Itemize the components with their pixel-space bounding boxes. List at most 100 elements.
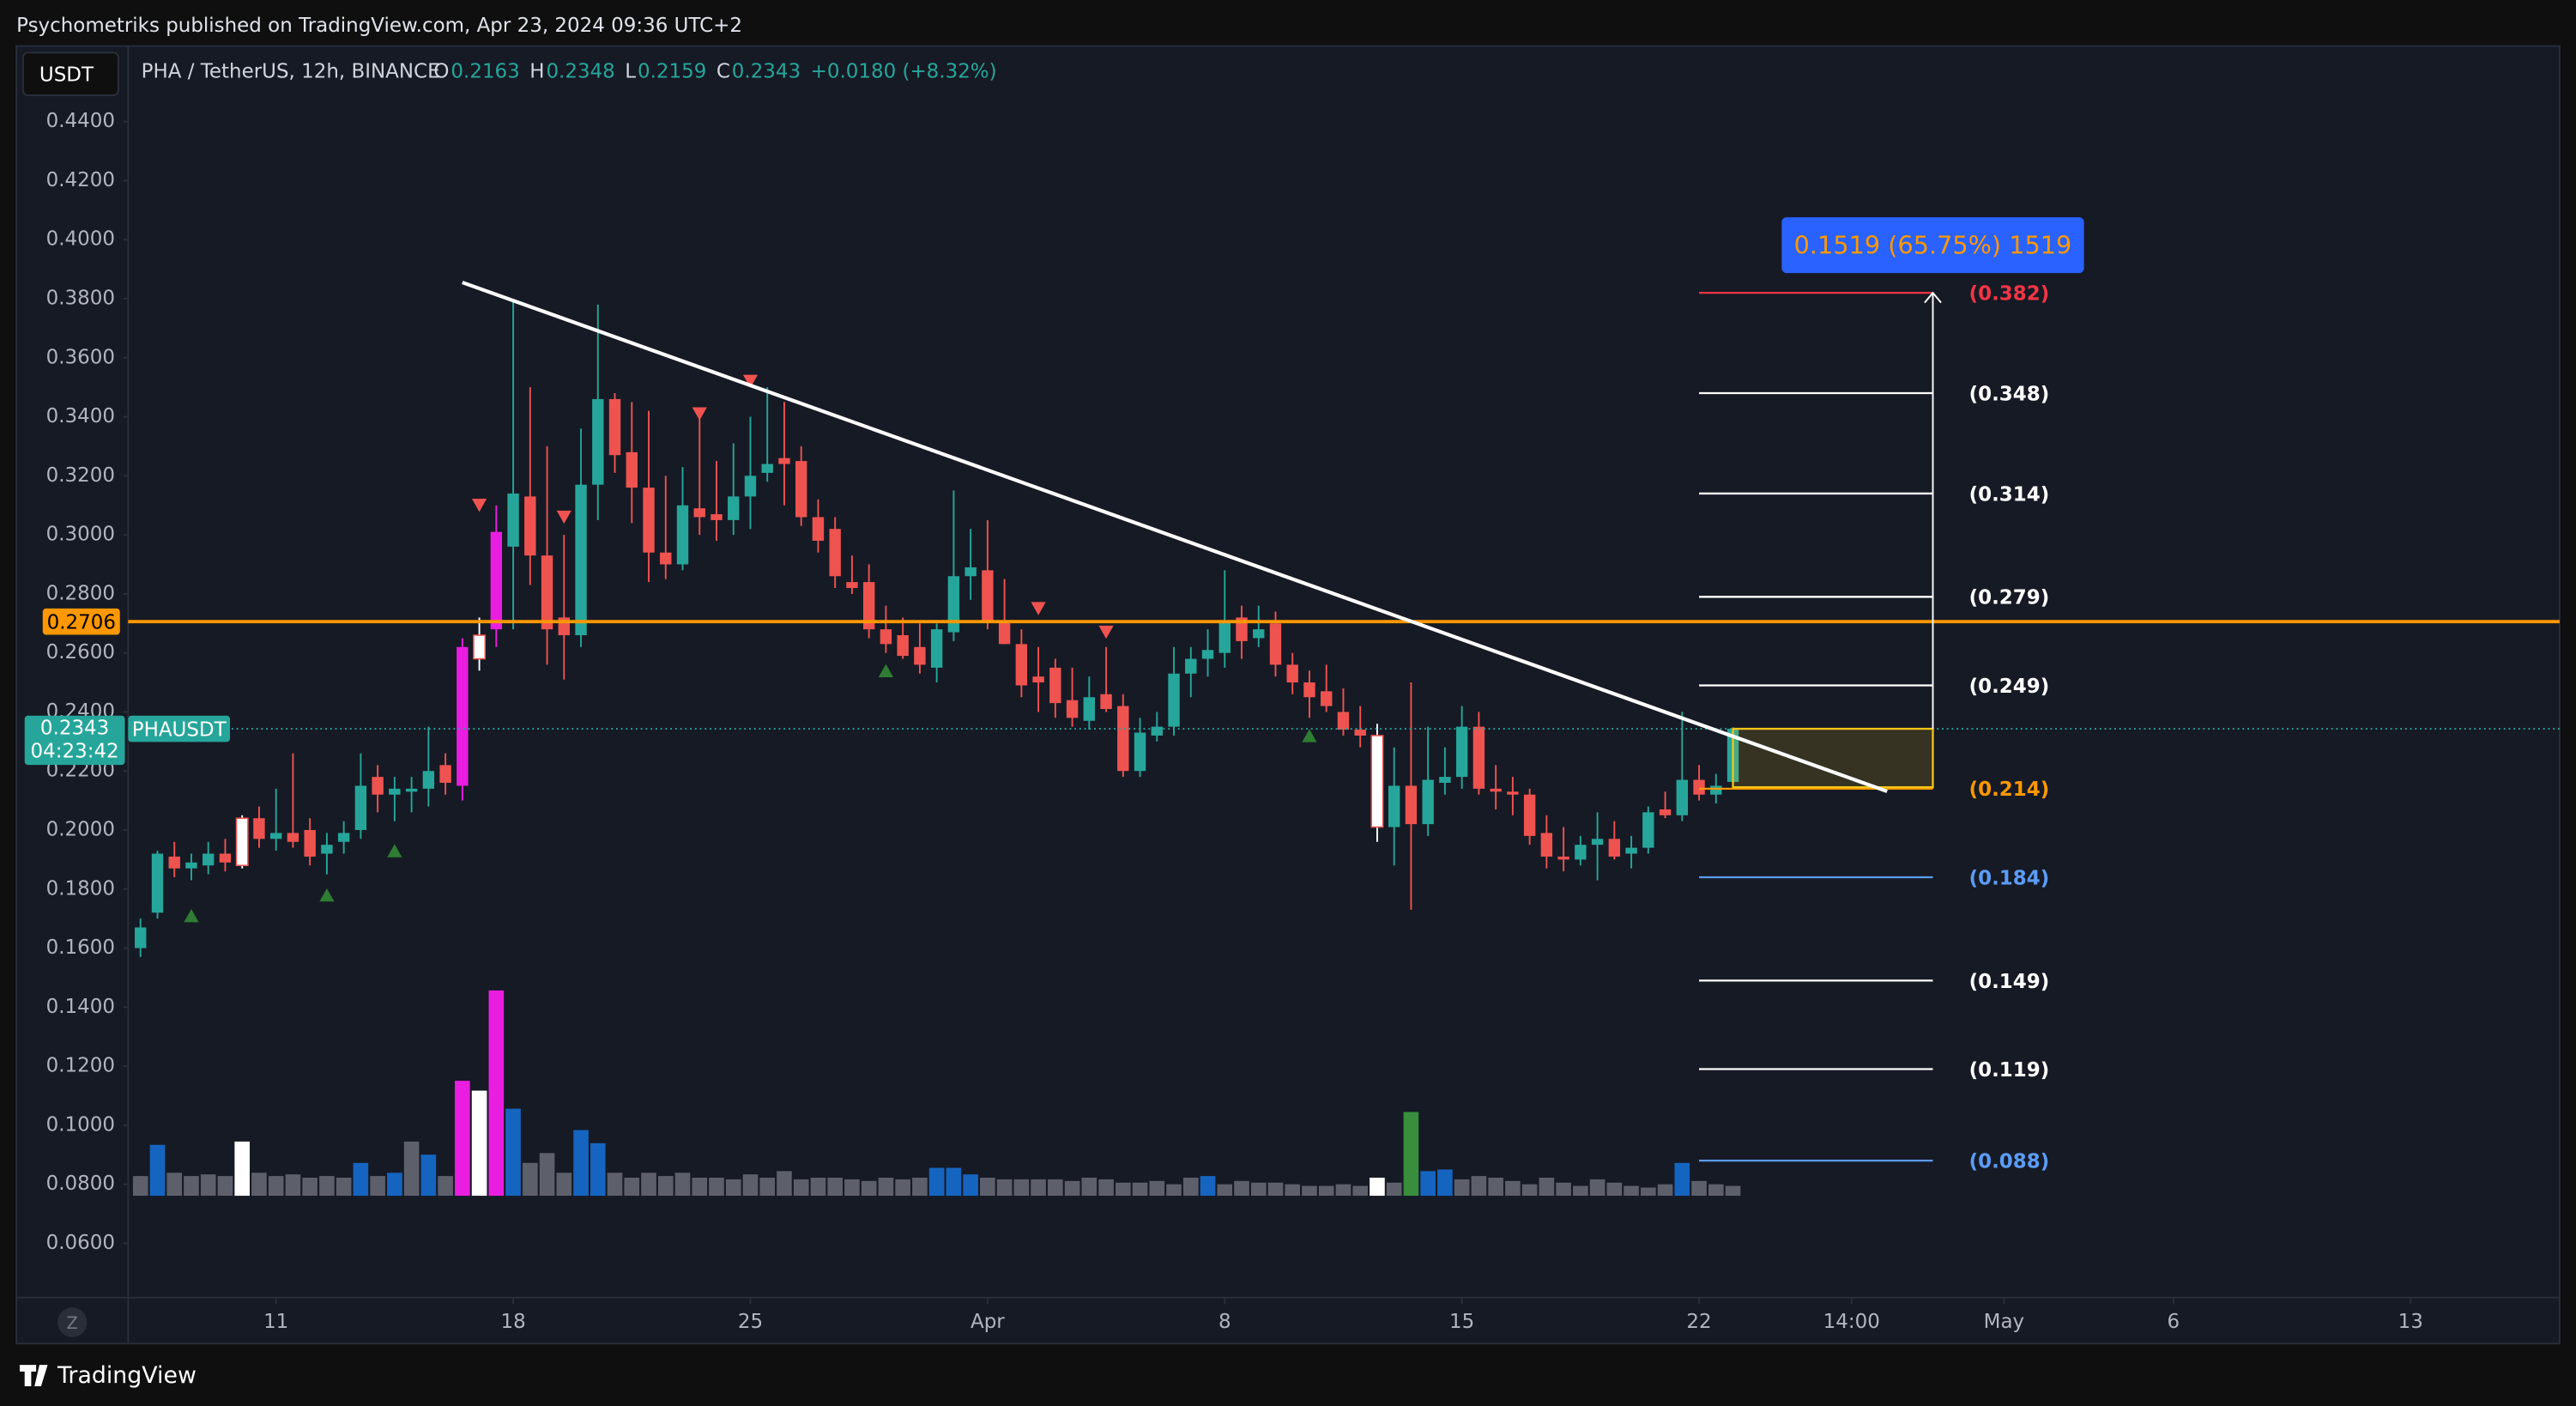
trendline xyxy=(462,281,1888,793)
volume-bar xyxy=(1200,1176,1216,1197)
volume-bar xyxy=(184,1176,199,1197)
candle-body xyxy=(1218,620,1231,653)
volume-bar xyxy=(353,1162,369,1197)
signal-marker xyxy=(1031,602,1046,615)
candle-body xyxy=(1269,623,1282,665)
candle-body xyxy=(1049,667,1061,704)
signal-marker xyxy=(184,909,199,923)
candle-body xyxy=(829,529,841,577)
candle-body xyxy=(168,856,180,869)
candle-body xyxy=(626,451,638,488)
fib-label: (0.149) xyxy=(1969,971,2050,993)
candle-body xyxy=(964,567,977,577)
volume-bar xyxy=(742,1174,759,1197)
candle-body xyxy=(372,777,384,795)
candle-body xyxy=(1693,779,1705,795)
candle-body xyxy=(1439,777,1451,783)
zoom-button[interactable] xyxy=(57,1307,88,1337)
volume-bar xyxy=(1098,1179,1114,1197)
candle-body xyxy=(660,552,672,565)
candle-body xyxy=(880,629,892,645)
volume-bar xyxy=(895,1179,910,1197)
signal-marker xyxy=(742,374,759,388)
candle-body xyxy=(592,398,604,485)
volume-bar xyxy=(1624,1185,1639,1197)
volume-bar xyxy=(624,1178,640,1197)
candle-body xyxy=(575,484,587,636)
candle-body xyxy=(1168,673,1180,727)
volume-bar xyxy=(132,1176,148,1197)
volume-bar xyxy=(1132,1182,1148,1197)
signal-marker xyxy=(387,844,402,858)
volume-bar xyxy=(912,1178,928,1197)
volume-bar xyxy=(1182,1178,1199,1197)
volume-bar xyxy=(1335,1184,1351,1197)
candle-body xyxy=(1117,706,1129,772)
volume-bar xyxy=(1556,1182,1571,1197)
candle-body xyxy=(846,582,858,589)
volume-bar xyxy=(1437,1169,1453,1197)
volume-bar xyxy=(1488,1178,1503,1197)
volume-bar xyxy=(387,1173,402,1197)
candle-body xyxy=(1659,809,1672,815)
volume-bar xyxy=(1471,1176,1487,1197)
candle-body xyxy=(812,517,825,541)
candle-body xyxy=(1321,691,1333,706)
volume-bar xyxy=(928,1167,945,1197)
volume-bar xyxy=(1250,1182,1267,1197)
volume-bar xyxy=(963,1174,978,1197)
legend-symbol: PHA / TetherUS, 12h, BINANCE xyxy=(142,61,440,83)
volume-bar xyxy=(573,1130,589,1197)
legend-value: 0.2159 xyxy=(638,61,706,83)
legend-key: L xyxy=(625,61,636,83)
candle-body xyxy=(643,488,655,553)
volume-bar xyxy=(1285,1184,1301,1197)
volume-bar xyxy=(166,1173,183,1197)
candle-body xyxy=(422,771,435,789)
volume-bar xyxy=(827,1178,843,1197)
candle-body xyxy=(524,496,536,556)
volume-bar xyxy=(302,1178,317,1197)
volume-bar xyxy=(1234,1180,1249,1197)
x-tick-label: 13 xyxy=(2398,1311,2423,1333)
volume-bar xyxy=(488,990,505,1197)
volume-bar xyxy=(1013,1179,1030,1197)
candle-body xyxy=(1370,735,1384,828)
candle-body xyxy=(1134,732,1146,772)
candle-body xyxy=(1422,779,1434,825)
volume-bar xyxy=(1116,1182,1131,1197)
x-tick-label: 14:00 xyxy=(1823,1311,1880,1333)
candle-body xyxy=(1540,833,1553,857)
candle-body xyxy=(354,785,367,830)
candle-body xyxy=(1523,794,1536,836)
candle-body xyxy=(135,927,147,948)
y-tick-label: 0.1400 xyxy=(46,996,115,1018)
candle-body xyxy=(778,458,790,464)
fib-label: (0.249) xyxy=(1969,676,2050,698)
volume-bar xyxy=(590,1142,606,1197)
candle-body xyxy=(405,788,418,792)
candle-body xyxy=(1625,847,1637,854)
fib-label: (0.088) xyxy=(1969,1151,2050,1173)
volume-bar xyxy=(641,1173,656,1197)
candle-body xyxy=(1066,700,1079,718)
candle-body xyxy=(795,461,807,518)
y-tick-label: 0.4000 xyxy=(46,228,115,251)
candle-body xyxy=(439,765,451,783)
measure-label: 0.1519 (65.75%) 1519 xyxy=(1794,231,2072,260)
volume-bar xyxy=(1149,1180,1165,1197)
currency-button[interactable] xyxy=(21,52,119,96)
legend-value: 0.2348 xyxy=(546,61,614,83)
candle-body xyxy=(914,646,926,665)
zoom-label[interactable]: Z xyxy=(67,1313,78,1333)
price-tag xyxy=(24,715,125,766)
volume-bar xyxy=(1691,1180,1707,1197)
volume-bar xyxy=(1589,1179,1605,1197)
volume-bar xyxy=(285,1174,301,1197)
volume-bar xyxy=(471,1090,487,1197)
currency-label[interactable]: USDT xyxy=(39,64,94,87)
chart-panel xyxy=(15,45,2561,1345)
candle-body xyxy=(321,845,333,854)
candle-body xyxy=(728,496,740,520)
